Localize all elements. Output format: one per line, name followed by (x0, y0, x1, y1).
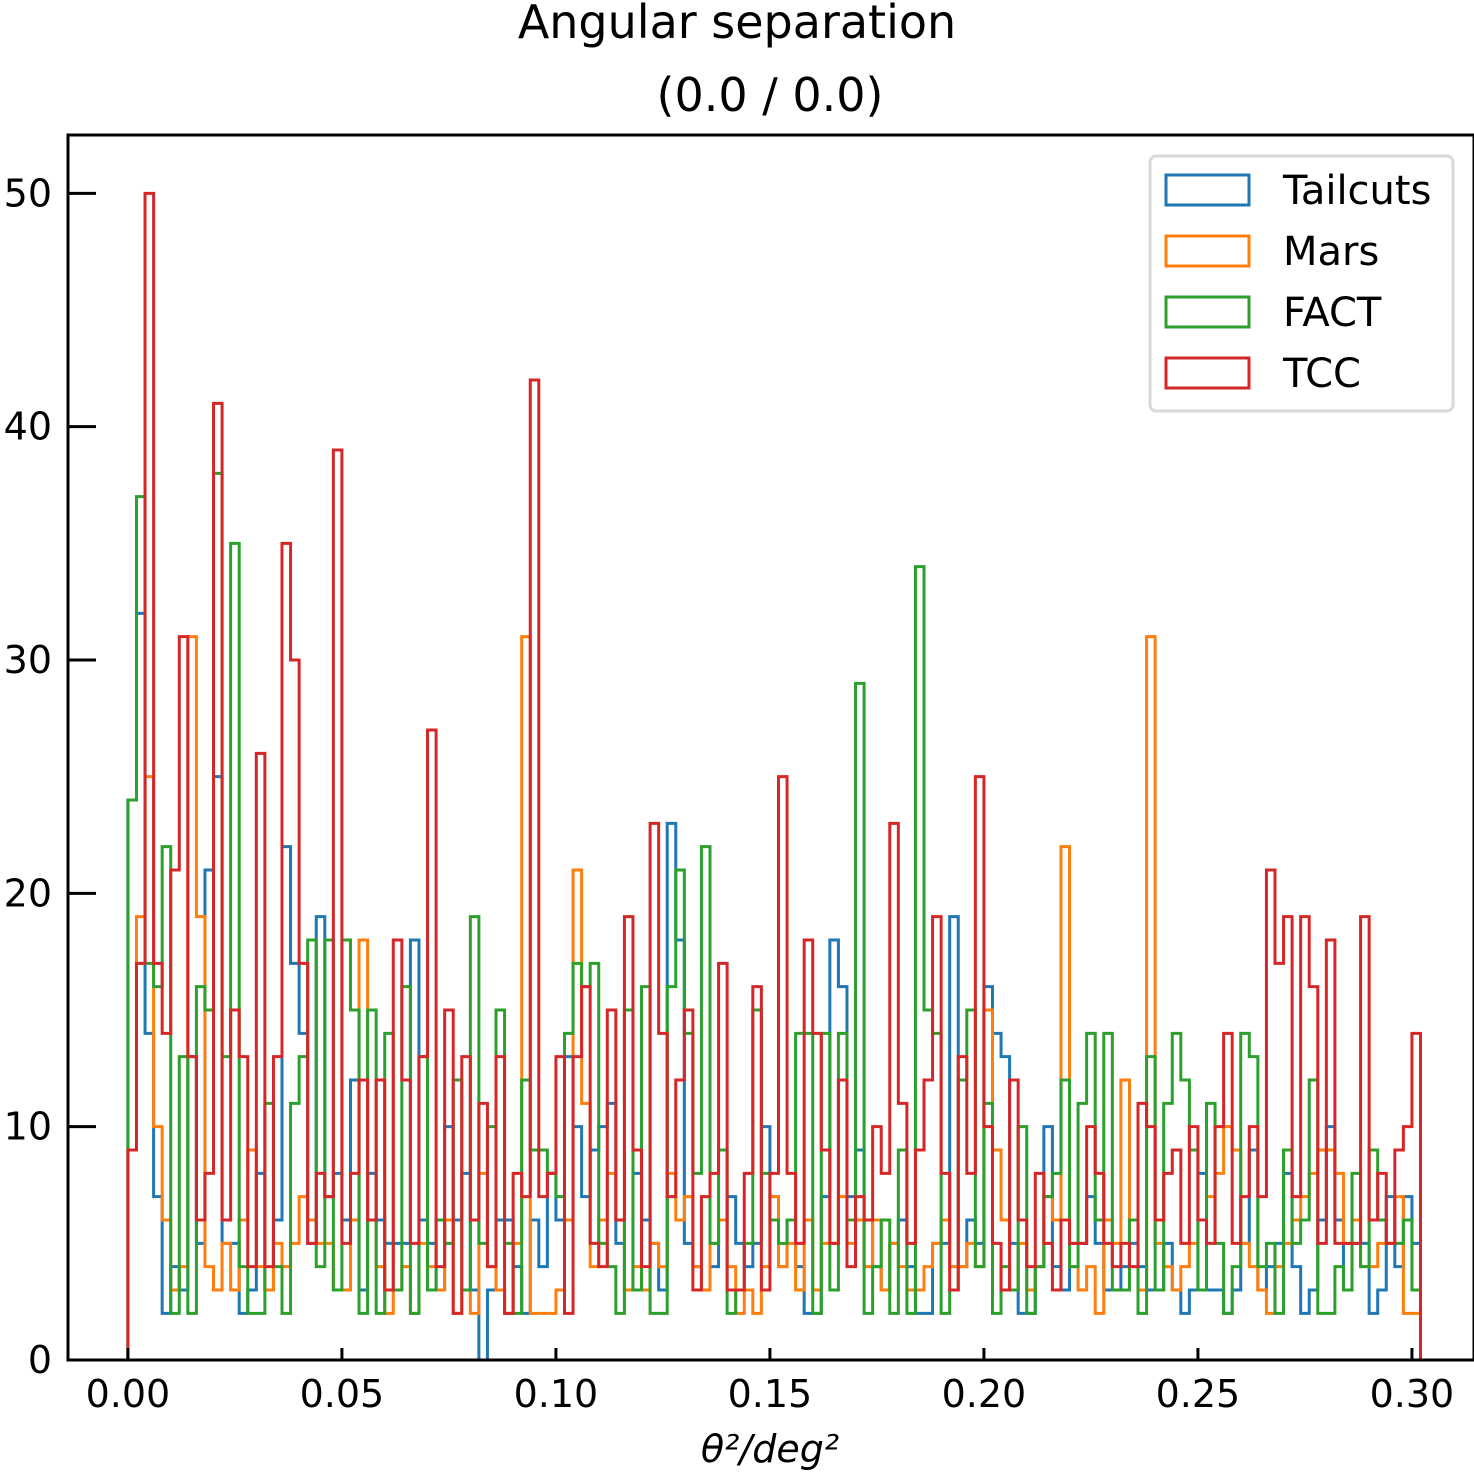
series-tcc-line (126, 191, 1422, 1360)
y-tick-label: 50 (4, 171, 52, 215)
x-tick-label: 0.15 (728, 1372, 813, 1416)
series-tailcuts-line (126, 611, 1422, 1362)
x-axis-label: θ²/deg² (701, 1427, 839, 1471)
legend-box (1148, 154, 1455, 413)
y-tick-label: 40 (4, 405, 52, 449)
x-tick-label: 0.10 (514, 1372, 599, 1416)
x-tick-label: 0.30 (1370, 1372, 1455, 1416)
y-tick-label: 0 (28, 1338, 52, 1382)
plot-frame (66, 133, 1474, 1362)
chart-subtitle: (0.0 / 0.0) (657, 68, 884, 122)
x-tick-label: 0.20 (942, 1372, 1027, 1416)
y-tick-label: 30 (4, 638, 52, 682)
legend-label-mars: Mars (1283, 229, 1379, 275)
x-tick-label: 0.25 (1156, 1372, 1241, 1416)
x-tick-label: 0.00 (86, 1372, 171, 1416)
x-tick-label: 0.05 (300, 1372, 385, 1416)
legend-label-tailcuts: Tailcuts (1282, 168, 1431, 214)
series-layer (126, 191, 1422, 1362)
tick-layer: 0.00 0.05 0.10 0.15 0.20 0.25 0.30 0 10 20 30 40 50 (4, 171, 1455, 1416)
y-tick-label: 10 (4, 1105, 52, 1149)
legend-label-fact: FACT (1283, 290, 1382, 336)
legend-swatch-mars (1164, 234, 1251, 268)
legend-swatch-fact (1164, 295, 1251, 329)
legend-label-tcc: TCC (1282, 351, 1361, 397)
chart-title: Angular separation (518, 0, 956, 49)
legend-swatch-tcc (1164, 356, 1251, 390)
series-mars-line (126, 635, 1422, 1360)
y-tick-label: 20 (4, 871, 52, 915)
legend-swatch-tailcuts (1164, 173, 1251, 207)
legend: Tailcuts Mars FACT TCC (1148, 154, 1455, 413)
